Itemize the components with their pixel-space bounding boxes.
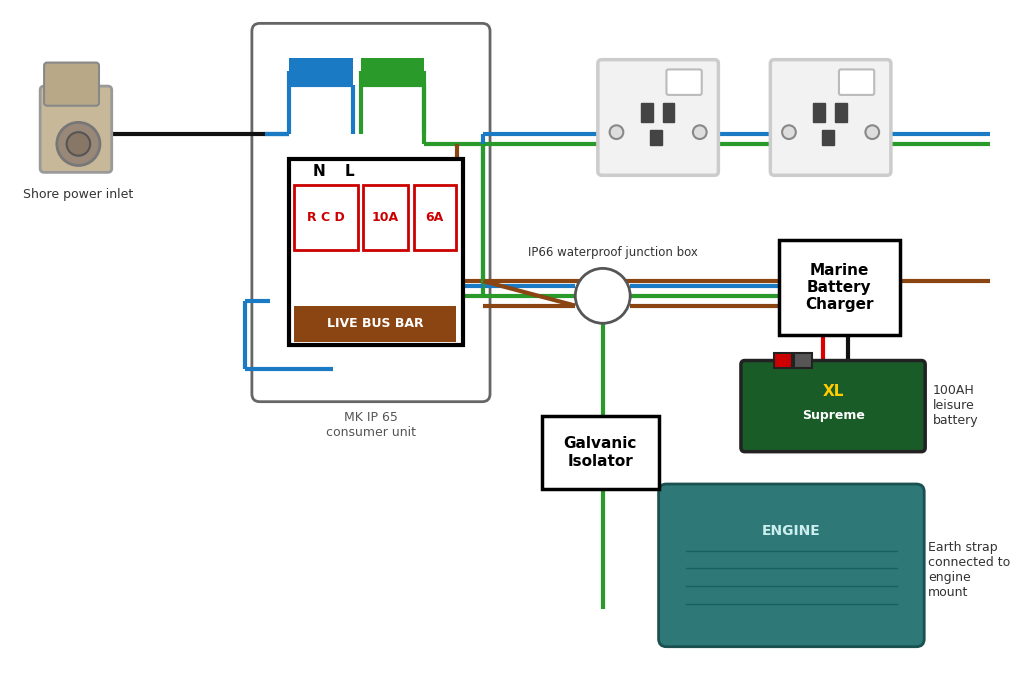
Circle shape [575, 268, 630, 324]
FancyBboxPatch shape [44, 63, 99, 106]
Text: LIVE BUS BAR: LIVE BUS BAR [327, 317, 423, 330]
Text: Galvanic
Isolator: Galvanic Isolator [563, 437, 637, 469]
Bar [650, 130, 662, 145]
Circle shape [57, 123, 100, 166]
Text: Shore power inlet: Shore power inlet [24, 188, 133, 201]
Bar [641, 102, 652, 123]
Text: 10A: 10A [372, 211, 398, 224]
Bar [360, 58, 424, 85]
Text: N: N [312, 164, 325, 179]
Bar [813, 102, 825, 123]
Text: MK IP 65
consumer unit: MK IP 65 consumer unit [326, 412, 416, 439]
Circle shape [865, 125, 880, 139]
Bar [779, 240, 900, 335]
Bar [294, 185, 357, 250]
Bar [663, 102, 674, 123]
FancyBboxPatch shape [839, 69, 874, 95]
Bar [289, 158, 463, 345]
Bar [294, 305, 456, 342]
Text: IP66 waterproof junction box: IP66 waterproof junction box [527, 245, 697, 259]
Bar [289, 58, 353, 85]
Text: 100AH
leisure
battery: 100AH leisure battery [933, 384, 979, 427]
Bar [362, 185, 408, 250]
Bar [794, 353, 811, 369]
Text: R C D: R C D [307, 211, 345, 224]
FancyBboxPatch shape [598, 59, 719, 175]
FancyBboxPatch shape [658, 484, 925, 647]
FancyBboxPatch shape [252, 24, 490, 402]
Bar [414, 185, 456, 250]
Text: L: L [345, 164, 354, 179]
Bar [774, 353, 792, 369]
Circle shape [693, 125, 707, 139]
Circle shape [782, 125, 796, 139]
FancyBboxPatch shape [741, 361, 926, 452]
Text: ENGINE: ENGINE [762, 524, 821, 538]
FancyBboxPatch shape [770, 59, 891, 175]
Text: Earth strap
connected to
engine
mount: Earth strap connected to engine mount [928, 541, 1011, 599]
FancyBboxPatch shape [667, 69, 701, 95]
Text: 6A: 6A [426, 211, 443, 224]
Text: XL: XL [822, 384, 844, 400]
Text: Marine
Battery
Charger: Marine Battery Charger [805, 263, 873, 313]
Circle shape [609, 125, 624, 139]
Circle shape [67, 132, 90, 156]
Bar [822, 130, 834, 145]
Bar [835, 102, 847, 123]
FancyBboxPatch shape [40, 86, 112, 173]
Bar [542, 417, 658, 489]
Text: Supreme: Supreme [802, 409, 864, 422]
